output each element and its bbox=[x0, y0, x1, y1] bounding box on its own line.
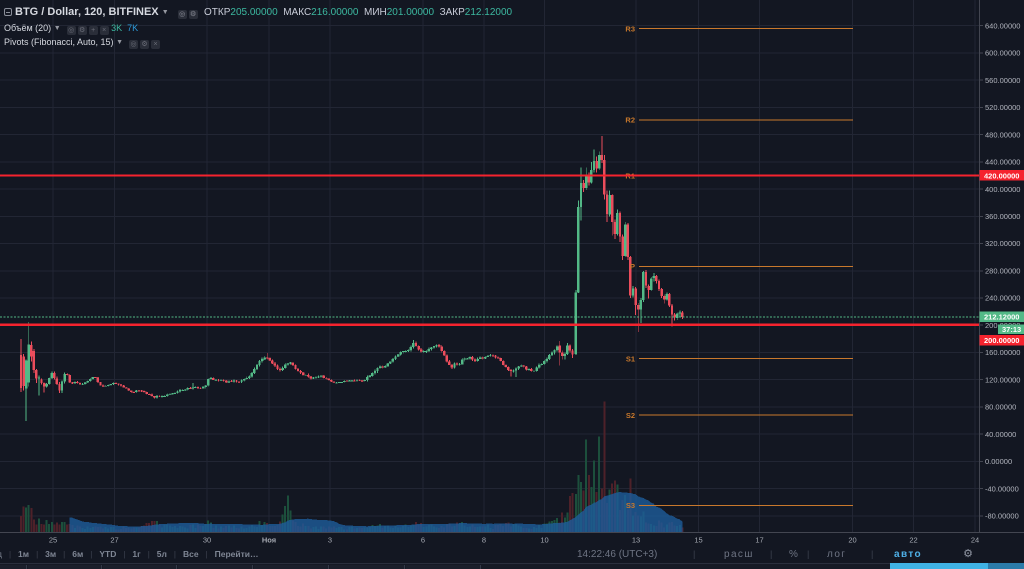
svg-text:200.00000: 200.00000 bbox=[984, 336, 1019, 345]
svg-text:-40.00000: -40.00000 bbox=[985, 484, 1019, 493]
svg-text:P: P bbox=[630, 262, 635, 271]
svg-text:480.00000: 480.00000 bbox=[985, 130, 1020, 139]
svg-text:40.00000: 40.00000 bbox=[985, 430, 1016, 439]
svg-text:27: 27 bbox=[110, 536, 118, 545]
svg-text:10: 10 bbox=[540, 536, 548, 545]
svg-text:360.00000: 360.00000 bbox=[985, 212, 1020, 221]
svg-text:420.00000: 420.00000 bbox=[984, 171, 1019, 180]
svg-text:15: 15 bbox=[694, 536, 702, 545]
svg-text:560.00000: 560.00000 bbox=[985, 76, 1020, 85]
svg-text:R3: R3 bbox=[625, 25, 635, 34]
svg-text:24: 24 bbox=[971, 536, 979, 545]
svg-text:640.00000: 640.00000 bbox=[985, 21, 1020, 30]
svg-text:37:13: 37:13 bbox=[1002, 325, 1021, 334]
svg-text:R2: R2 bbox=[625, 116, 635, 125]
svg-text:S1: S1 bbox=[626, 354, 635, 363]
svg-text:600.00000: 600.00000 bbox=[985, 49, 1020, 58]
svg-text:8: 8 bbox=[482, 536, 486, 545]
svg-text:520.00000: 520.00000 bbox=[985, 103, 1020, 112]
svg-text:240.00000: 240.00000 bbox=[985, 294, 1020, 303]
svg-text:440.00000: 440.00000 bbox=[985, 158, 1020, 167]
svg-text:13: 13 bbox=[632, 536, 640, 545]
svg-text:3: 3 bbox=[328, 536, 332, 545]
svg-text:S2: S2 bbox=[626, 411, 635, 420]
svg-text:212.12000: 212.12000 bbox=[984, 313, 1019, 322]
svg-text:17: 17 bbox=[755, 536, 763, 545]
svg-text:80.00000: 80.00000 bbox=[985, 403, 1016, 412]
svg-text:320.00000: 320.00000 bbox=[985, 239, 1020, 248]
svg-text:160.00000: 160.00000 bbox=[985, 348, 1020, 357]
svg-text:Ноя: Ноя bbox=[262, 536, 276, 545]
svg-text:400.00000: 400.00000 bbox=[985, 185, 1020, 194]
svg-text:-80.00000: -80.00000 bbox=[985, 512, 1019, 521]
svg-text:S3: S3 bbox=[626, 501, 635, 510]
svg-text:120.00000: 120.00000 bbox=[985, 375, 1020, 384]
svg-text:280.00000: 280.00000 bbox=[985, 267, 1020, 276]
svg-text:20: 20 bbox=[848, 536, 856, 545]
svg-text:30: 30 bbox=[203, 536, 211, 545]
svg-text:22: 22 bbox=[909, 536, 917, 545]
svg-text:25: 25 bbox=[49, 536, 57, 545]
svg-text:6: 6 bbox=[421, 536, 425, 545]
svg-text:0.00000: 0.00000 bbox=[985, 457, 1012, 466]
